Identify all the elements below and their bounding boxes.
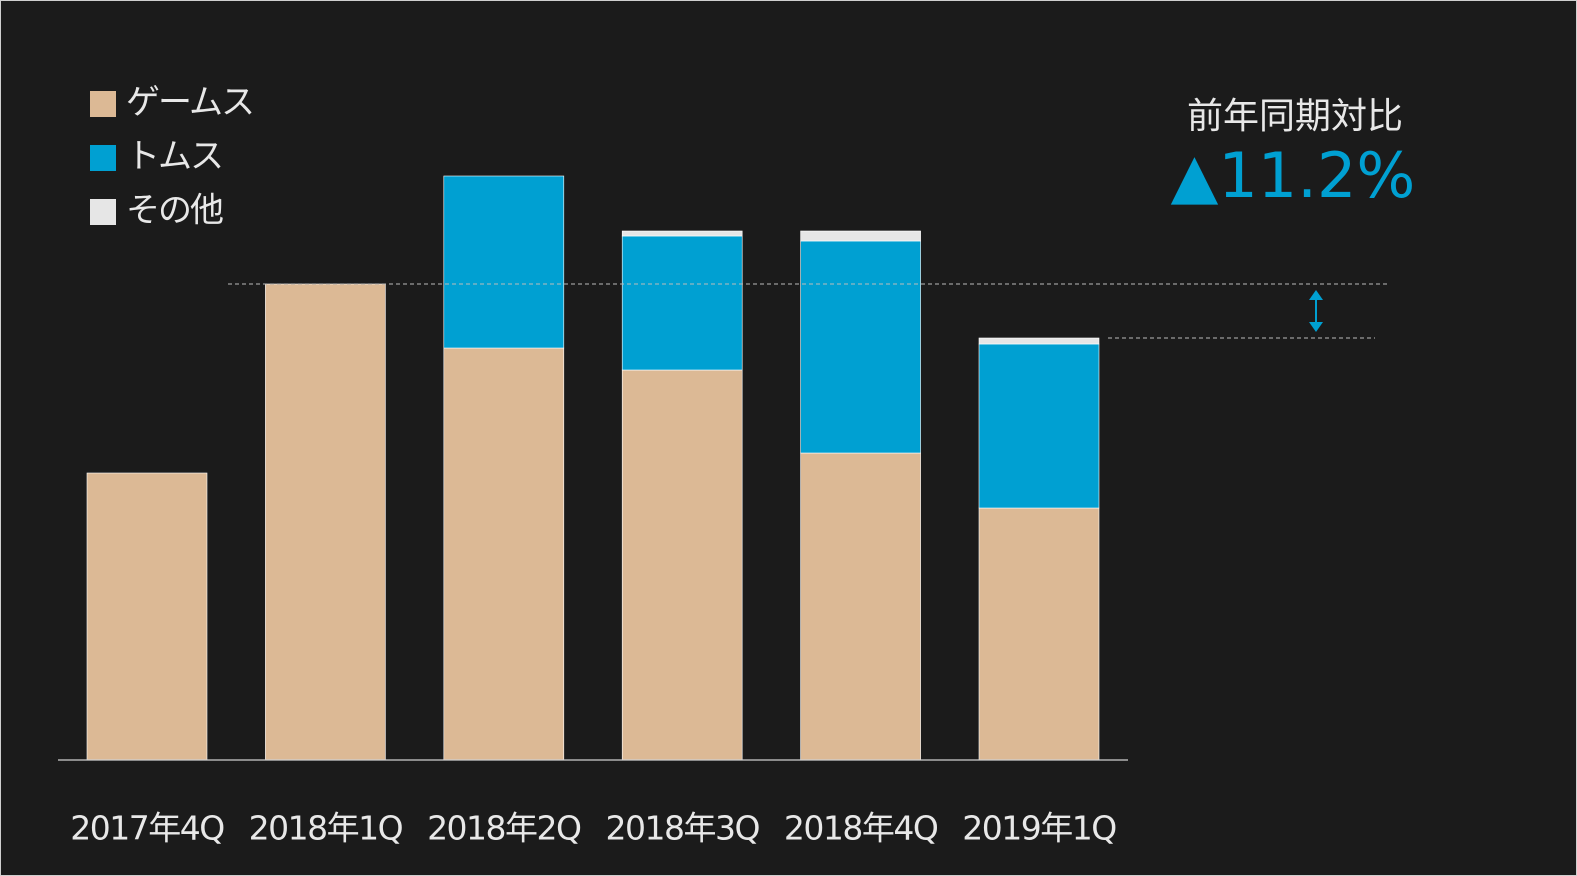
bar-segment xyxy=(621,235,743,371)
x-tick-label: 2018年1Q xyxy=(249,809,403,848)
bar-segment xyxy=(443,175,565,349)
legend-label: その他 xyxy=(126,191,223,231)
x-tick-label: 2018年2Q xyxy=(427,809,581,848)
arrow-head xyxy=(1309,290,1323,300)
legend-swatch xyxy=(90,91,116,117)
bar-segment xyxy=(86,472,208,761)
bar-segment xyxy=(443,347,565,761)
annotation-value: ▲11.2% xyxy=(1171,139,1416,212)
bar-segment xyxy=(978,337,1100,345)
legend-swatch xyxy=(90,145,116,171)
legend-label: ゲームス xyxy=(126,83,253,123)
bar-segment xyxy=(800,452,921,761)
x-tick-label: 2018年3Q xyxy=(605,809,759,848)
x-tick-label: 2017年4Q xyxy=(70,809,224,848)
x-tick-label: 2018年4Q xyxy=(784,809,938,848)
annotation-label: 前年同期対比 xyxy=(1187,96,1403,137)
bar-segment xyxy=(621,369,743,761)
bar-segment xyxy=(621,230,743,237)
bar-segment xyxy=(978,343,1100,509)
bar-segment xyxy=(265,283,386,761)
bar-segment xyxy=(978,507,1100,761)
bar-segment xyxy=(800,240,921,454)
bar-segment xyxy=(800,230,921,242)
legend-swatch xyxy=(90,199,116,225)
legend-label: トムス xyxy=(126,137,222,177)
arrow-head xyxy=(1309,322,1323,332)
x-tick-label: 2019年1Q xyxy=(962,809,1116,848)
